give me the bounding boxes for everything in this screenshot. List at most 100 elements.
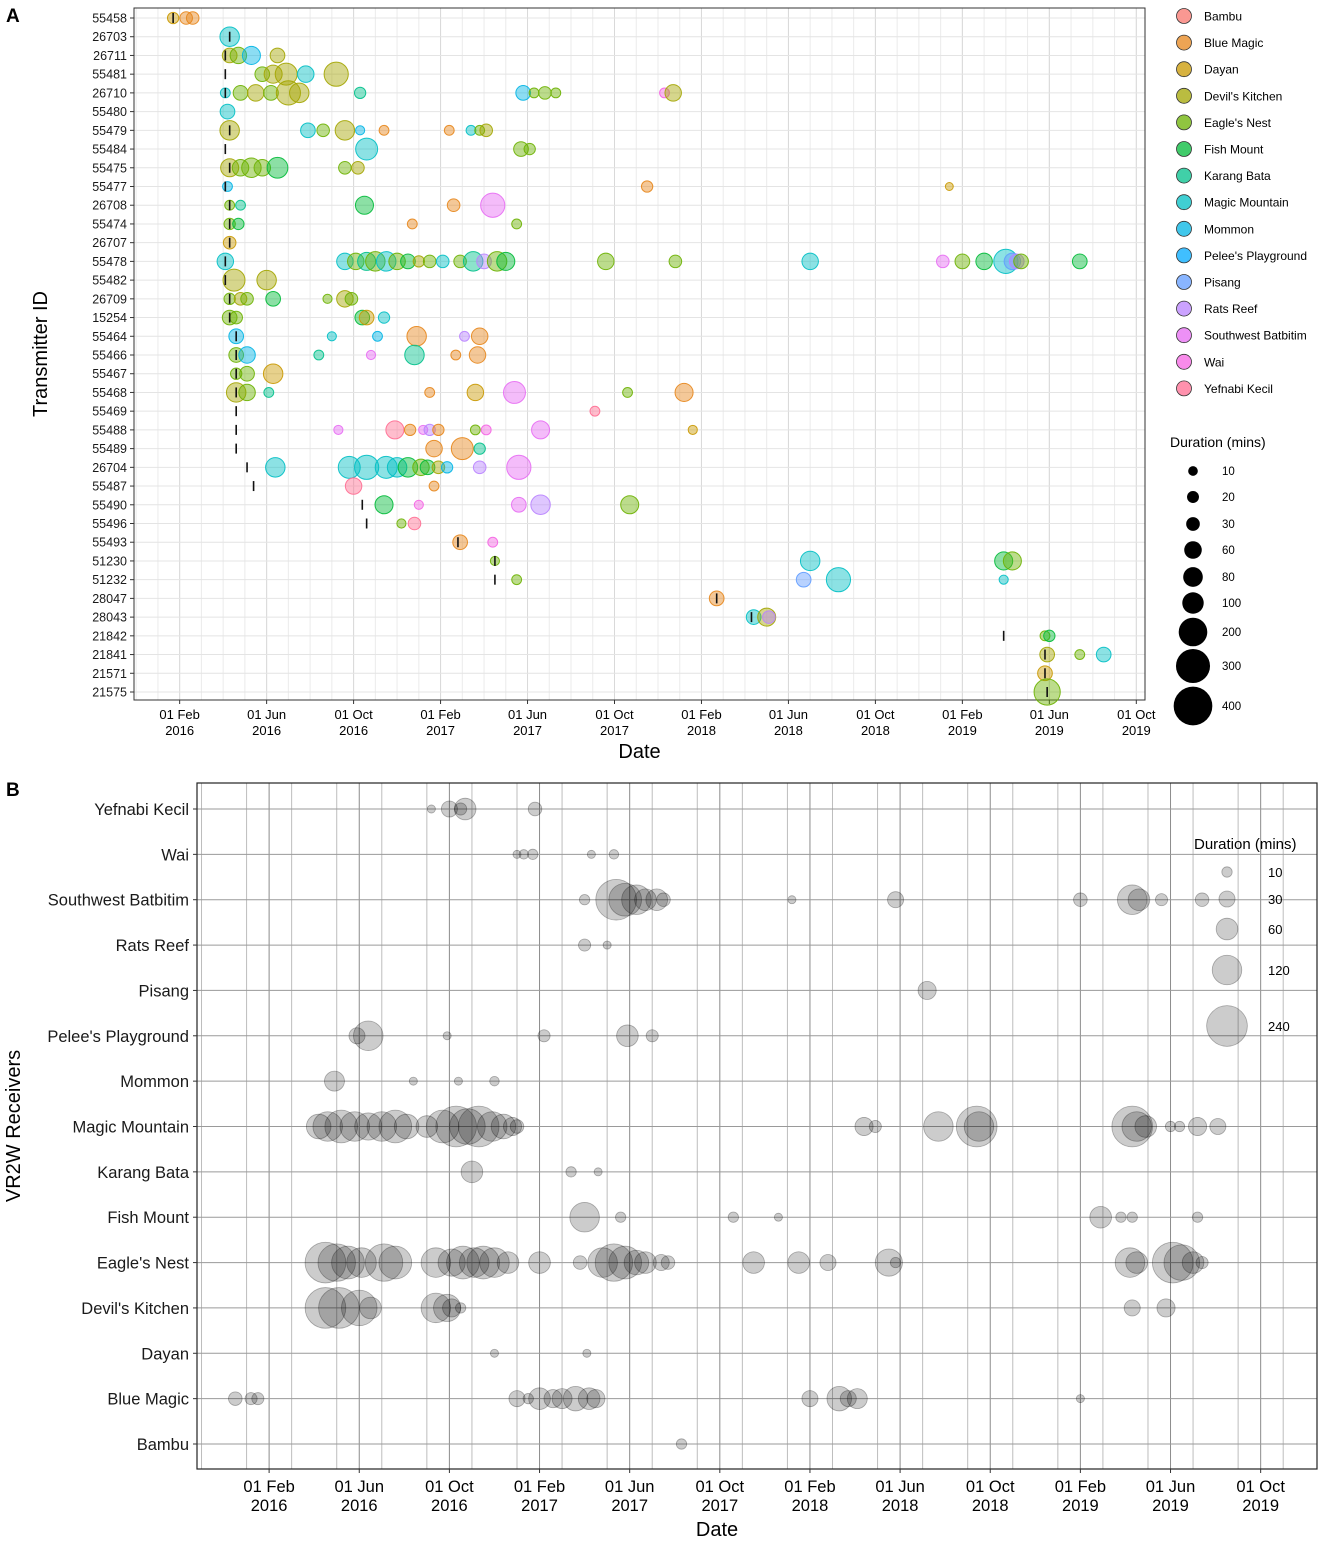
data-point [1089, 1205, 1112, 1229]
x-tick-label: 2019 [948, 723, 977, 738]
data-point [422, 254, 437, 269]
data-point [263, 64, 283, 84]
data-point [358, 309, 375, 326]
data-point [424, 387, 436, 398]
data-point [745, 609, 762, 625]
x-tick-label: 01 Jun [247, 707, 286, 722]
data-point [615, 1211, 627, 1223]
data-point [324, 1109, 358, 1144]
x-tick-label: 01 Feb [784, 1478, 835, 1496]
y-tick-label: 21841 [92, 648, 127, 662]
y-tick-label: 55479 [92, 124, 127, 138]
size-legend-key [1215, 917, 1239, 941]
data-point [426, 804, 436, 814]
data-point [238, 346, 256, 364]
data-point [219, 103, 236, 120]
data-point [622, 387, 633, 398]
data-point [917, 980, 937, 1000]
size-legend-key [1175, 648, 1211, 684]
data-point [1163, 1244, 1200, 1281]
data-point [454, 802, 468, 816]
size-legend-label: 10 [1268, 865, 1282, 880]
x-tick-label: 2019 [1035, 723, 1064, 738]
legend-label: Devil's Kitchen [1204, 89, 1282, 103]
legend-key [1176, 167, 1192, 184]
data-point [1191, 1211, 1204, 1223]
y-tick-label: 55467 [92, 367, 127, 381]
y-tick-label: Blue Magic [107, 1391, 189, 1409]
data-point [819, 1254, 837, 1272]
data-point [1121, 1111, 1152, 1142]
data-point [825, 567, 852, 593]
data-point [890, 1256, 902, 1269]
legend-label: Wai [1204, 355, 1224, 369]
data-point [936, 254, 950, 269]
data-point [511, 574, 523, 586]
y-tick-label: 55493 [92, 536, 127, 550]
x-tick-label: 2019 [1152, 1497, 1189, 1515]
x-tick-label: 2016 [339, 723, 368, 738]
data-point [530, 494, 551, 516]
data-point [222, 181, 233, 192]
data-point [1123, 1299, 1141, 1317]
x-tick-label: 2016 [251, 1497, 288, 1515]
data-point [406, 218, 418, 230]
y-tick-label: 55482 [92, 274, 127, 288]
data-point [453, 1076, 463, 1086]
data-point [222, 268, 246, 292]
data-point [586, 1389, 606, 1409]
data-point [531, 420, 551, 440]
data-point [523, 142, 536, 156]
data-point [1156, 1298, 1176, 1318]
y-tick-label: 55464 [92, 330, 127, 344]
x-tick-label: 2018 [687, 723, 716, 738]
data-point [502, 380, 526, 404]
data-point [1194, 892, 1210, 907]
legend-label: Rats Reef [1204, 302, 1258, 316]
data-point [923, 1111, 954, 1142]
data-point [425, 439, 443, 458]
legend-key [1176, 327, 1192, 344]
data-point [344, 292, 359, 306]
data-point [479, 123, 494, 138]
data-point [1152, 1241, 1194, 1284]
data-point [1125, 1251, 1148, 1274]
data-point [406, 326, 427, 347]
legend-key [1176, 353, 1192, 370]
x-tick-label: 01 Feb [420, 707, 460, 722]
y-axis-title: VR2W Receivers [3, 1050, 25, 1202]
data-point [400, 253, 416, 270]
data-point [388, 252, 406, 271]
data-point [412, 255, 425, 268]
data-point [253, 159, 272, 177]
data-point [354, 195, 374, 215]
panel-a-label: A [6, 6, 20, 27]
data-point [229, 310, 243, 325]
data-point [185, 11, 200, 25]
y-tick-label: 55487 [92, 480, 127, 494]
x-tick-label: 2019 [1122, 723, 1151, 738]
data-point [425, 1109, 460, 1144]
legend-key [1176, 87, 1192, 104]
size-legend-key [1188, 466, 1198, 476]
data-point [868, 1120, 882, 1133]
x-tick-label: 01 Jun [1146, 1478, 1196, 1496]
data-point [418, 424, 429, 435]
data-point [562, 1385, 589, 1412]
size-legend-label: 30 [1222, 519, 1235, 531]
data-point [569, 1202, 600, 1233]
data-point [1095, 646, 1112, 663]
x-tick-label: 2018 [792, 1497, 829, 1515]
data-point [316, 123, 330, 138]
size-legend-key [1178, 617, 1208, 647]
x-tick-label: 01 Oct [1117, 707, 1156, 722]
data-point [351, 160, 365, 175]
legend-label: Mommon [1204, 222, 1254, 236]
y-tick-label: 55490 [92, 498, 127, 512]
x-tick-label: 01 Jun [769, 707, 808, 722]
y-tick-label: 15254 [92, 311, 127, 325]
data-point [608, 882, 642, 917]
legend-key [1176, 274, 1192, 290]
data-point [466, 383, 485, 402]
data-point [623, 1249, 650, 1276]
